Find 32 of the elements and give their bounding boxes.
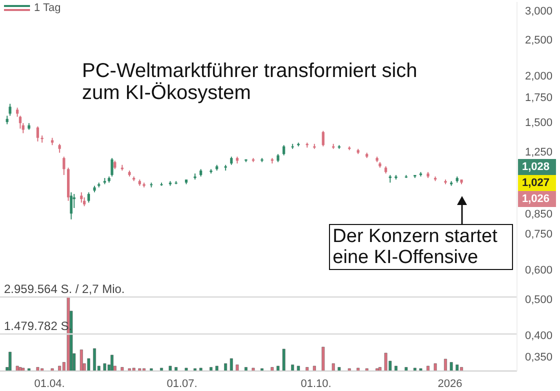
candlestick bbox=[36, 126, 40, 142]
x-tick-label: 2026 bbox=[438, 378, 462, 390]
y-tick-label: 3,000 bbox=[525, 5, 553, 18]
y-tick-label: 2,000 bbox=[525, 70, 553, 83]
legend-label: 1 Tag bbox=[34, 2, 61, 14]
x-tick-label: 01.04. bbox=[34, 378, 65, 390]
y-tick-label: 0,350 bbox=[525, 351, 553, 364]
y-tick-label: 0,750 bbox=[525, 228, 553, 241]
y-tick-label: 0,850 bbox=[525, 208, 553, 220]
y-tick-label: 0,600 bbox=[525, 264, 553, 277]
text: PC-Weltmarktführer transformiert sich zum KI-Ökosystem bbox=[82, 60, 418, 104]
y-tick-label: 0,500 bbox=[525, 294, 553, 306]
candlestick bbox=[8, 103, 12, 116]
y-tick-label: 1,250 bbox=[525, 146, 553, 158]
y-tick-label: 2,500 bbox=[525, 34, 553, 47]
text: 1,028 bbox=[518, 158, 556, 175]
text: 1,026 bbox=[518, 190, 556, 207]
y-tick-label: 1,500 bbox=[525, 116, 553, 129]
candlestick bbox=[322, 130, 324, 147]
candlestick bbox=[110, 158, 114, 177]
ref-line-label: 2.959.564 S. / 2,7 Mio. bbox=[4, 282, 125, 296]
y-tick-label: 0,400 bbox=[525, 330, 553, 342]
candlestick bbox=[62, 156, 66, 176]
candlestick bbox=[70, 192, 73, 220]
candlestick bbox=[80, 192, 83, 204]
text: 1,027 bbox=[518, 174, 556, 191]
x-tick-label: 01.10. bbox=[300, 378, 332, 390]
candlestick bbox=[87, 192, 90, 204]
candlestick bbox=[282, 144, 286, 156]
annotation: Der Konzern startet eine KI-Offensive bbox=[328, 224, 513, 270]
y-tick-label: 1,750 bbox=[525, 92, 553, 104]
x-tick-label: 01.07. bbox=[166, 378, 198, 390]
